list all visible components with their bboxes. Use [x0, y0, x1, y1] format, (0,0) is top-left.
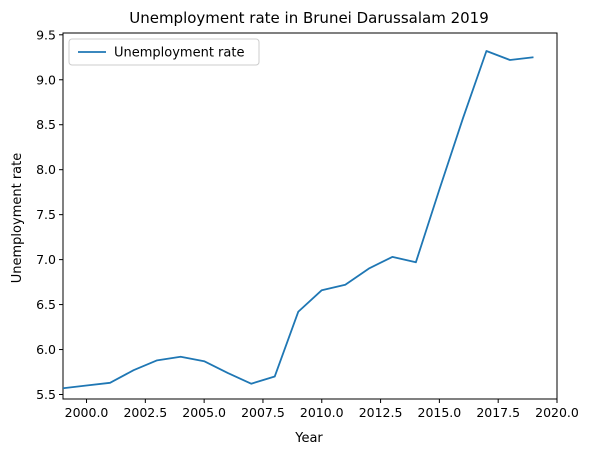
x-tick-label: 2010.0 [300, 405, 344, 420]
x-tick-label: 2015.0 [418, 405, 462, 420]
y-tick-label: 7.0 [36, 252, 56, 267]
x-tick-label: 2017.5 [476, 405, 520, 420]
chart-title: Unemployment rate in Brunei Darussalam 2… [129, 9, 489, 27]
x-tick-label: 2020.0 [535, 405, 579, 420]
y-tick-label: 9.0 [36, 72, 56, 87]
x-tick-label: 2002.5 [123, 405, 167, 420]
legend-label: Unemployment rate [114, 46, 244, 61]
x-axis-label: Year [294, 431, 323, 446]
y-tick-label: 8.0 [36, 162, 56, 177]
y-tick-label: 8.5 [36, 117, 56, 132]
y-tick-label: 9.5 [36, 27, 56, 42]
y-axis-label: Unemployment rate [10, 153, 25, 283]
plot-frame [62, 32, 558, 400]
x-tick-label: 2000.0 [65, 405, 109, 420]
y-tick-label: 6.5 [36, 297, 56, 312]
legend-box [68, 38, 260, 66]
y-tick-label: 7.5 [36, 207, 56, 222]
series-line [62, 50, 534, 390]
x-tick-label: 2012.5 [359, 405, 403, 420]
y-tick-label: 5.5 [36, 387, 56, 402]
x-tick-label: 2007.5 [241, 405, 285, 420]
x-tick-label: 2005.0 [182, 405, 226, 420]
y-tick-label: 6.0 [36, 342, 56, 357]
